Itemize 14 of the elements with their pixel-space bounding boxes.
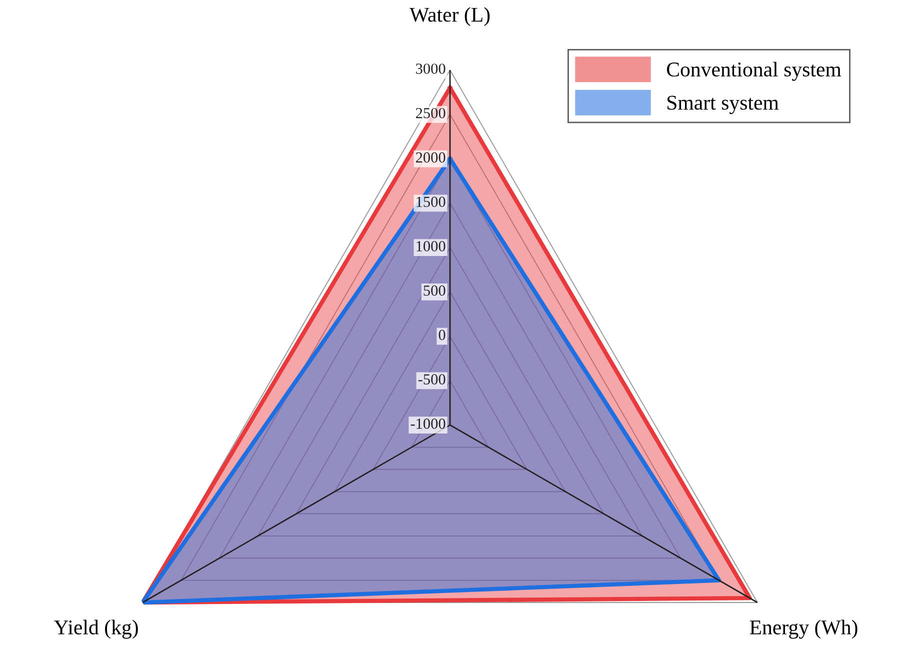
y-tick-label: 1500 — [416, 196, 446, 207]
y-tick-label: 0 — [438, 330, 446, 340]
y-tick-label: -500 — [418, 374, 446, 384]
y-tick-label: 3000 — [416, 64, 446, 74]
spoke-label: Water (L) — [410, 7, 490, 26]
spoke-label: Yield (kg) — [54, 620, 138, 639]
y-tick-label: 1000 — [416, 241, 446, 252]
y-tick-label: 2000 — [416, 152, 446, 163]
y-tick-label: 2500 — [416, 108, 446, 118]
legend-label: Conventional system — [666, 62, 842, 81]
spoke-label: Energy (Wh) — [750, 620, 858, 639]
legend-label: Smart system — [668, 96, 779, 114]
y-tick-label: -1000 — [410, 418, 446, 429]
y-tick-label: 500 — [424, 285, 446, 296]
